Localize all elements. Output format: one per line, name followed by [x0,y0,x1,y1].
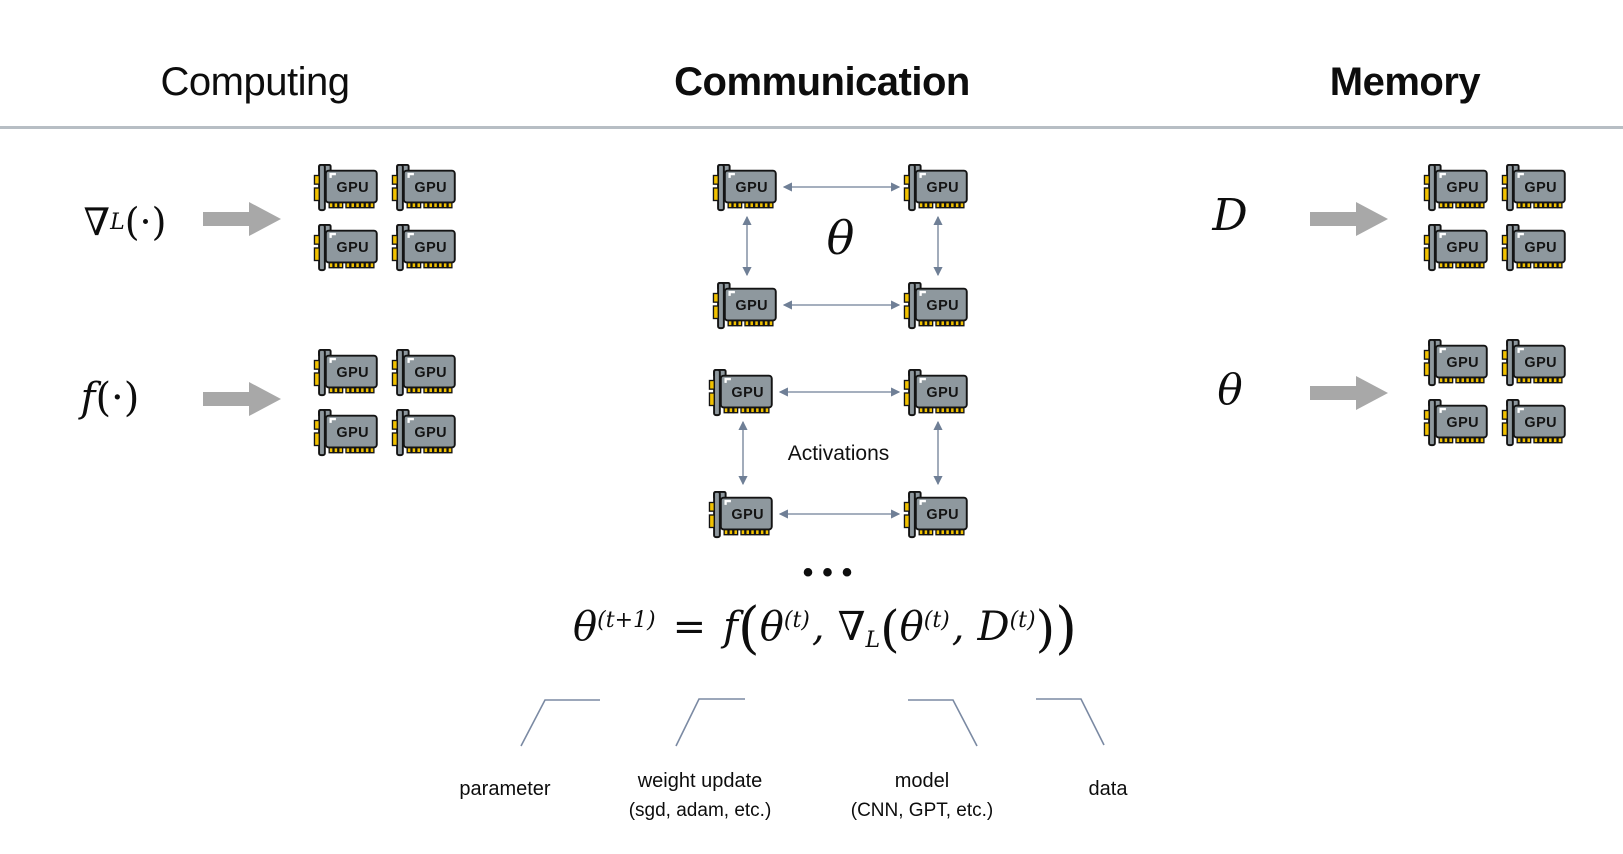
svg-text:GPU: GPU [735,298,768,314]
svg-text:GPU: GPU [731,507,764,523]
gpu-icon: GPU [391,408,457,458]
dataset-label: D [1212,189,1248,241]
callout-line [675,698,745,747]
svg-text:GPU: GPU [926,385,959,401]
gpu-icon: GPU [712,281,778,331]
nabla-symbol: ∇ [83,200,111,244]
header-communication: Communication [674,60,970,104]
eq-equals: = [672,604,707,650]
annotation-weight-update: weight update [637,770,763,792]
callout-line [520,699,600,747]
eq-lhs: θ(t+1) [573,604,656,650]
header-divider [0,126,1623,129]
svg-text:GPU: GPU [926,298,959,314]
svg-text:GPU: GPU [1446,355,1479,371]
gpu-icon: GPU [708,490,774,540]
svg-text:GPU: GPU [1524,180,1557,196]
communication-theta-cluster: GPU GPU GPU [712,163,969,331]
gpu-icon: GPU [712,163,778,213]
theta-memory-label: θ [1217,364,1243,414]
svg-text:GPU: GPU [414,180,447,196]
gpu-icon: GPU [1501,398,1567,448]
svg-text:GPU: GPU [1524,240,1557,256]
gradient-args: (·) [124,200,167,244]
ellipsis: ••• [802,556,862,589]
svg-text:GPU: GPU [414,365,447,381]
arrow-right-icon [203,382,281,416]
f-symbol: f [80,375,96,421]
eq-arg1: θ(t) [759,604,810,650]
update-function-label: f (·) [55,368,165,428]
gpu-icon: GPU [1423,223,1489,273]
annotation-model-detail: (CNN, GPT, etc.) [850,800,994,821]
eq-arg2: θ(t) [899,604,950,650]
gpu-icon: GPU [391,223,457,273]
callout-line [1036,698,1105,746]
svg-text:GPU: GPU [1446,240,1479,256]
gpu-icon: GPU [391,348,457,398]
svg-text:GPU: GPU [1524,415,1557,431]
arrow-right-icon [1310,202,1388,236]
eq-comma: , [951,604,965,650]
svg-text:GPU: GPU [1446,415,1479,431]
svg-text:GPU: GPU [1446,180,1479,196]
gpu-icon: GPU [1423,338,1489,388]
gpu-icon: GPU [313,223,379,273]
arrow-right-icon [203,202,281,236]
svg-text:GPU: GPU [414,425,447,441]
callout-line [908,699,978,747]
gpu-icon: GPU [903,490,969,540]
svg-text:GPU: GPU [336,365,369,381]
eq-data: D(t) [977,604,1036,650]
annotation-weight-update-detail: (sgd, adam, etc.) [628,800,772,821]
callout-lines [520,698,1105,747]
gradient-function-label: ∇ L (·) [55,192,195,252]
svg-text:GPU: GPU [926,507,959,523]
memory-dataset-gpu-grid: GPU GPU GPU [1423,163,1567,273]
computing-update-gpu-grid: GPU GPU GPU [313,348,457,458]
memory-theta-gpu-grid: GPU GPU GPU [1423,338,1567,448]
svg-text:GPU: GPU [336,240,369,256]
gpu-icon: GPU [708,368,774,418]
svg-text:GPU: GPU [414,240,447,256]
gpu-icon: GPU [903,163,969,213]
theta-exchange-label: θ [826,211,855,265]
gpu-icon: GPU [1423,398,1489,448]
bidirectional-arrows [738,387,943,519]
svg-text:GPU: GPU [735,180,768,196]
header-memory: Memory [1329,60,1481,104]
annotation-parameter: parameter [459,778,551,800]
gpu-icon: GPU [313,348,379,398]
gpu-icon: GPU [903,368,969,418]
gpu-icon: GPU [1501,163,1567,213]
annotation-model: model [894,770,950,792]
gpu-icon: GPU [903,281,969,331]
gpu-icon: GPU [313,408,379,458]
f-args: (·) [95,375,140,421]
svg-text:GPU: GPU [336,180,369,196]
eq-comma: , [811,604,825,650]
activations-exchange-label: Activations [787,442,890,465]
arrow-right-icon [1310,376,1388,410]
gpu-icon: GPU [1423,163,1489,213]
gpu-icon: GPU [313,163,379,213]
update-equation: θ(t+1) = f ( θ(t) , ∇L ( θ(t) , D(t) ) ) [573,596,1077,661]
computing-gradient-gpu-grid: GPU GPU GPU [313,163,457,273]
communication-activations-cluster: GPU GPU GPU [708,368,969,540]
eq-func: f [723,604,738,650]
svg-text:GPU: GPU [1524,355,1557,371]
annotation-data: data [1088,778,1128,800]
gpu-icon: GPU [391,163,457,213]
svg-text:GPU: GPU [926,180,959,196]
eq-grad: ∇L [837,604,881,653]
svg-text:GPU: GPU [336,425,369,441]
header-computing: Computing [160,60,350,104]
svg-text:GPU: GPU [731,385,764,401]
gpu-icon: GPU [1501,223,1567,273]
gpu-icon: GPU [1501,338,1567,388]
bidirectional-arrows [742,182,943,310]
nabla-subscript: L [110,209,125,235]
